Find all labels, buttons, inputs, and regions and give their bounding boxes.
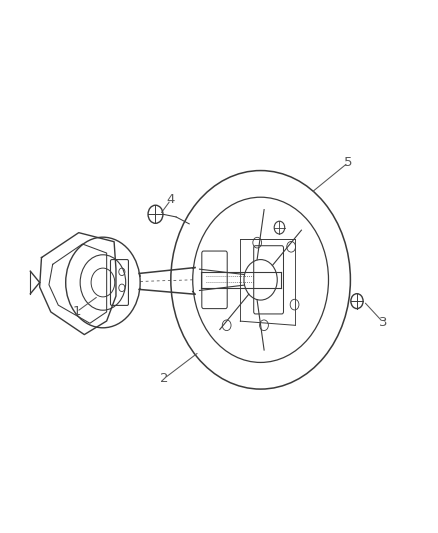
Text: 4: 4 [166,193,175,206]
Text: 1: 1 [72,305,81,318]
Text: 5: 5 [344,156,353,169]
Text: 3: 3 [379,316,388,329]
Text: 2: 2 [160,372,169,385]
